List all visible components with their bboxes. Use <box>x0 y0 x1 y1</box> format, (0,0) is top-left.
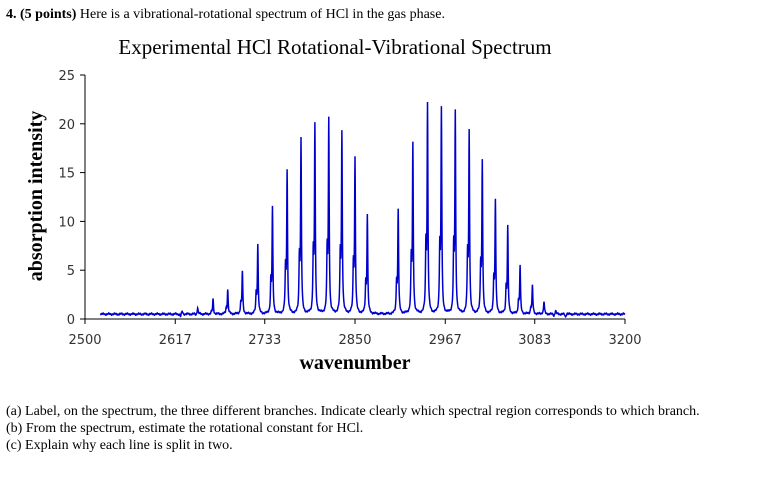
y-tick-label: 25 <box>58 69 75 84</box>
question-statement: Here is a vibrational-rotational spectru… <box>79 7 445 22</box>
question-parts: (a) Label, on the spectrum, the three di… <box>6 403 746 454</box>
y-tick-label: 15 <box>58 167 75 182</box>
x-tick-label: 3200 <box>608 333 641 348</box>
part-a: (a) Label, on the spectrum, the three di… <box>6 404 700 419</box>
x-tick-label: 2617 <box>159 333 192 348</box>
plot-area <box>99 102 626 318</box>
x-tick-label: 2850 <box>338 333 371 348</box>
spectrum-chart: Experimental HCl Rotational-Vibrational … <box>25 35 642 374</box>
part-c: (c) Explain why each line is split in tw… <box>6 438 233 453</box>
question-number: 4. (5 points) <box>6 7 77 22</box>
part-b: (b) From the spectrum, estimate the rota… <box>6 421 364 436</box>
y-axis-label: absorption intensity <box>25 111 47 282</box>
y-tick-label: 5 <box>67 264 75 279</box>
y-tick-label: 10 <box>58 215 75 230</box>
y-tick-label: 20 <box>58 118 75 133</box>
x-tick-label: 2733 <box>248 333 281 348</box>
chart-title: Experimental HCl Rotational-Vibrational … <box>118 35 551 59</box>
axes <box>80 74 626 324</box>
question-text: 4. (5 points) Here is a vibrational-rota… <box>6 6 445 24</box>
tick-labels: 0 5 10 15 20 25 2500 2617 2733 2850 2967 3083 3200 <box>58 69 641 348</box>
y-tick-label: 0 <box>67 313 75 328</box>
x-axis-label: wavenumber <box>299 352 410 374</box>
x-tick-label: 2967 <box>429 333 462 348</box>
spectrum-line <box>99 102 626 318</box>
x-tick-label: 2500 <box>68 333 101 348</box>
x-tick-label: 3083 <box>518 333 551 348</box>
